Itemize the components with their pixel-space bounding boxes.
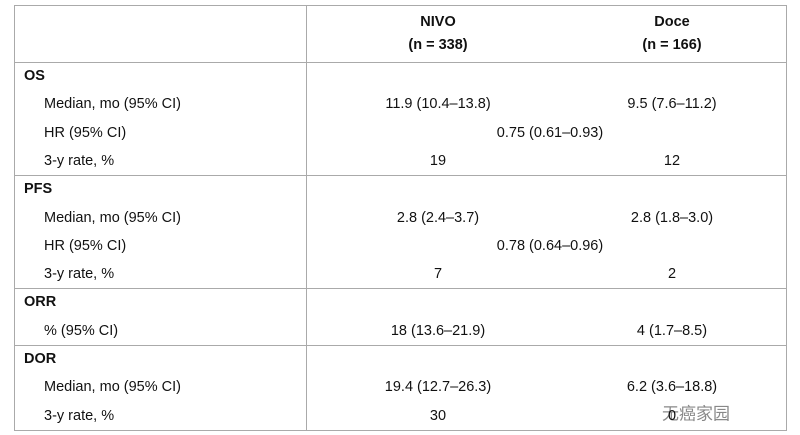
row-label: HR (95% CI) xyxy=(44,237,127,254)
row-divider xyxy=(14,288,786,290)
row-label: 3-y rate, % xyxy=(44,152,115,169)
section-title: PFS xyxy=(24,181,53,198)
cell-value: 2 xyxy=(667,266,677,283)
cell-value: 18 (13.6–21.9) xyxy=(390,322,486,339)
watermark: 无癌家园 xyxy=(662,404,730,425)
cell-value: 12 xyxy=(663,152,681,169)
row-label: Median, mo (95% CI) xyxy=(44,96,181,113)
section-title: ORR xyxy=(24,294,57,311)
row-label: Median, mo (95% CI) xyxy=(44,209,181,226)
cell-value: 6.2 (3.6–18.8) xyxy=(626,379,718,396)
row-label: 3-y rate, % xyxy=(44,407,115,424)
row-label: HR (95% CI) xyxy=(44,124,127,141)
row-label: % (95% CI) xyxy=(44,322,119,339)
cell-value: 19.4 (12.7–26.3) xyxy=(384,379,492,396)
cell-value: 19 xyxy=(429,152,447,169)
column-name: NIVO xyxy=(420,14,456,30)
cell-value: 0 xyxy=(667,407,677,424)
cell-value: 0.75 (0.61–0.93) xyxy=(496,124,604,141)
cell-value: 2.8 (1.8–3.0) xyxy=(630,209,714,226)
cell-value: 4 (1.7–8.5) xyxy=(636,322,708,339)
section-title: OS xyxy=(24,68,45,84)
section-title: DOR xyxy=(24,351,57,367)
border xyxy=(306,5,307,431)
cell-value: 30 xyxy=(429,407,447,424)
row-label: 3-y rate, % xyxy=(44,266,115,283)
column-n: (n = 338) xyxy=(408,37,468,53)
row-label: Median, mo (95% CI) xyxy=(44,379,181,396)
border xyxy=(14,5,15,431)
cell-value: 7 xyxy=(433,266,443,283)
cell-value: 9.5 (7.6–11.2) xyxy=(627,96,717,113)
cell-value: 2.8 (2.4–3.7) xyxy=(396,209,480,226)
border xyxy=(14,5,786,6)
row-divider xyxy=(14,345,786,346)
column-n: (n = 166) xyxy=(642,37,702,53)
border xyxy=(786,5,787,431)
border xyxy=(14,430,786,431)
cell-value: 11.9 (10.4–13.8) xyxy=(385,96,491,113)
cell-value: 0.78 (0.64–0.96) xyxy=(496,237,604,254)
column-name: Doce xyxy=(654,14,690,30)
row-divider xyxy=(14,175,786,177)
row-divider xyxy=(14,62,786,63)
